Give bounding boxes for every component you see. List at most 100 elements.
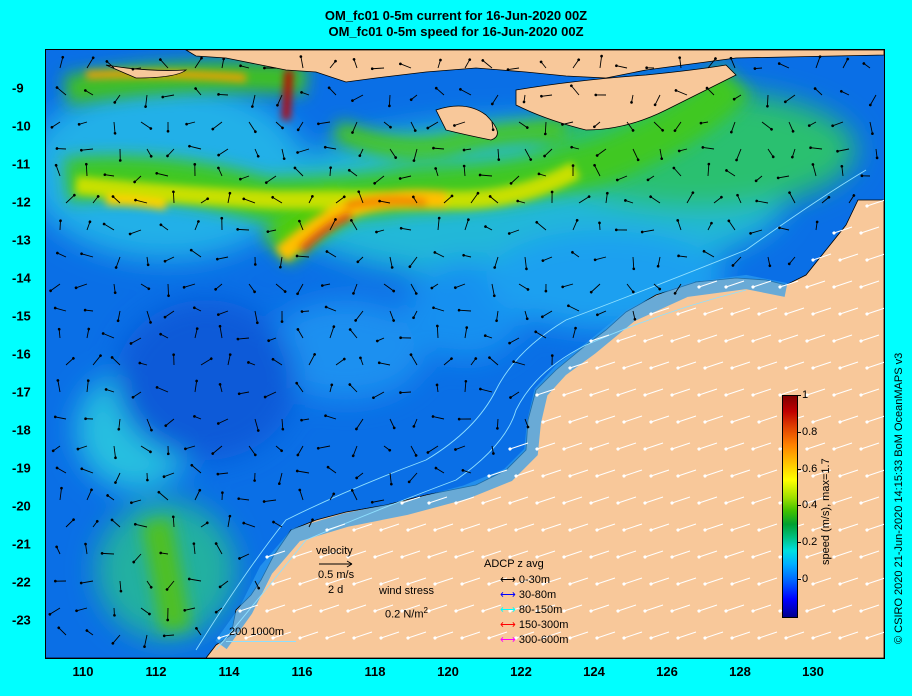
current-arrow bbox=[433, 251, 445, 258]
current-arrow bbox=[783, 94, 796, 104]
current-arrow bbox=[646, 175, 655, 182]
current-arrow bbox=[227, 353, 232, 366]
current-arrow bbox=[729, 56, 736, 69]
wind-arrow bbox=[460, 631, 481, 640]
current-arrow bbox=[248, 121, 257, 134]
current-arrow bbox=[730, 121, 736, 134]
wind-arrow bbox=[751, 442, 772, 451]
current-arrow bbox=[653, 121, 664, 132]
wind-arrow bbox=[433, 631, 454, 640]
wind-arrow bbox=[568, 523, 589, 532]
current-arrow bbox=[248, 283, 256, 294]
wind-arrow bbox=[757, 523, 778, 532]
current-arrow bbox=[217, 166, 223, 177]
wind-arrow bbox=[865, 469, 884, 478]
current-arrow bbox=[277, 472, 283, 486]
wind-arrow bbox=[622, 523, 643, 532]
current-arrow bbox=[389, 418, 396, 430]
current-arrow bbox=[143, 634, 148, 649]
wind-arrow bbox=[508, 496, 529, 505]
wind-arrow bbox=[730, 307, 751, 316]
wind-arrow bbox=[481, 604, 502, 613]
current-arrow bbox=[194, 56, 203, 69]
current-arrow bbox=[215, 256, 229, 261]
colorbar-tick bbox=[797, 432, 801, 433]
adcp-legend-label: 30-80m bbox=[518, 589, 557, 601]
current-arrow bbox=[524, 310, 529, 321]
wind-arrow bbox=[616, 334, 637, 343]
wind-arrow bbox=[778, 388, 799, 397]
current-arrow bbox=[326, 465, 337, 474]
wind-arrow bbox=[454, 496, 475, 505]
current-arrow bbox=[296, 121, 304, 132]
current-arrow bbox=[788, 121, 795, 133]
current-arrow bbox=[432, 146, 445, 150]
current-arrow bbox=[83, 308, 94, 312]
current-arrow bbox=[299, 55, 304, 69]
current-arrow bbox=[54, 163, 61, 177]
current-arrow bbox=[543, 121, 547, 136]
wind-arrow bbox=[703, 631, 724, 640]
wind-arrow bbox=[406, 631, 427, 640]
wind-arrow bbox=[298, 631, 319, 640]
wind-arrow bbox=[784, 307, 805, 316]
wind-arrow bbox=[811, 631, 832, 640]
current-arrow bbox=[543, 148, 553, 158]
wind-arrow bbox=[562, 442, 583, 451]
lon-label: 126 bbox=[656, 664, 678, 679]
current-arrow bbox=[572, 58, 581, 69]
wind-arrow bbox=[433, 523, 454, 532]
current-arrow bbox=[172, 190, 175, 204]
current-arrow bbox=[84, 162, 88, 177]
current-arrow bbox=[248, 445, 257, 457]
current-arrow bbox=[296, 328, 304, 339]
shelf-water bbox=[215, 274, 788, 650]
wind-arrow bbox=[643, 550, 664, 559]
current-arrow bbox=[464, 379, 468, 393]
wind-arrow bbox=[562, 388, 583, 397]
current-arrow bbox=[53, 415, 67, 420]
current-arrow bbox=[161, 94, 175, 99]
wind-arrow bbox=[859, 442, 880, 451]
lon-label: 122 bbox=[510, 664, 532, 679]
current-arrow bbox=[77, 121, 88, 126]
wind-arrow bbox=[400, 604, 421, 613]
current-arrow bbox=[295, 469, 310, 474]
current-arrow bbox=[190, 463, 202, 474]
current-arrow bbox=[335, 195, 346, 204]
current-arrow bbox=[84, 89, 94, 96]
current-arrow bbox=[218, 580, 229, 589]
wind-arrow bbox=[643, 334, 664, 343]
current-arrow bbox=[128, 229, 142, 236]
current-arrow bbox=[254, 310, 259, 325]
current-arrow bbox=[496, 418, 499, 430]
current-arrow bbox=[194, 87, 202, 96]
wind-arrow bbox=[589, 550, 610, 559]
current-arrow bbox=[329, 59, 337, 69]
current-arrow bbox=[195, 627, 202, 636]
wind-arrow bbox=[703, 361, 724, 370]
current-arrow bbox=[348, 328, 358, 339]
current-arrow bbox=[589, 283, 601, 294]
current-arrow bbox=[102, 222, 115, 231]
current-arrow bbox=[237, 497, 250, 501]
wind-arrow bbox=[838, 523, 859, 532]
wind-arrow bbox=[649, 307, 670, 316]
current-arrow bbox=[375, 337, 385, 343]
current-arrow bbox=[483, 334, 493, 339]
wind-arrow bbox=[622, 631, 643, 640]
current-arrow bbox=[237, 391, 250, 396]
current-arrow bbox=[412, 310, 418, 320]
current-arrow bbox=[705, 86, 715, 96]
current-arrow bbox=[48, 607, 61, 616]
current-arrow bbox=[673, 121, 682, 132]
current-arrow bbox=[593, 121, 601, 129]
wind-arrow bbox=[724, 604, 745, 613]
current-arrow bbox=[86, 379, 90, 393]
current-arrow bbox=[484, 225, 493, 231]
wind-arrow bbox=[298, 577, 319, 586]
wind-arrow bbox=[859, 388, 880, 397]
current-arrow bbox=[238, 553, 250, 560]
current-arrow bbox=[242, 521, 256, 528]
lon-label: 124 bbox=[583, 664, 605, 679]
